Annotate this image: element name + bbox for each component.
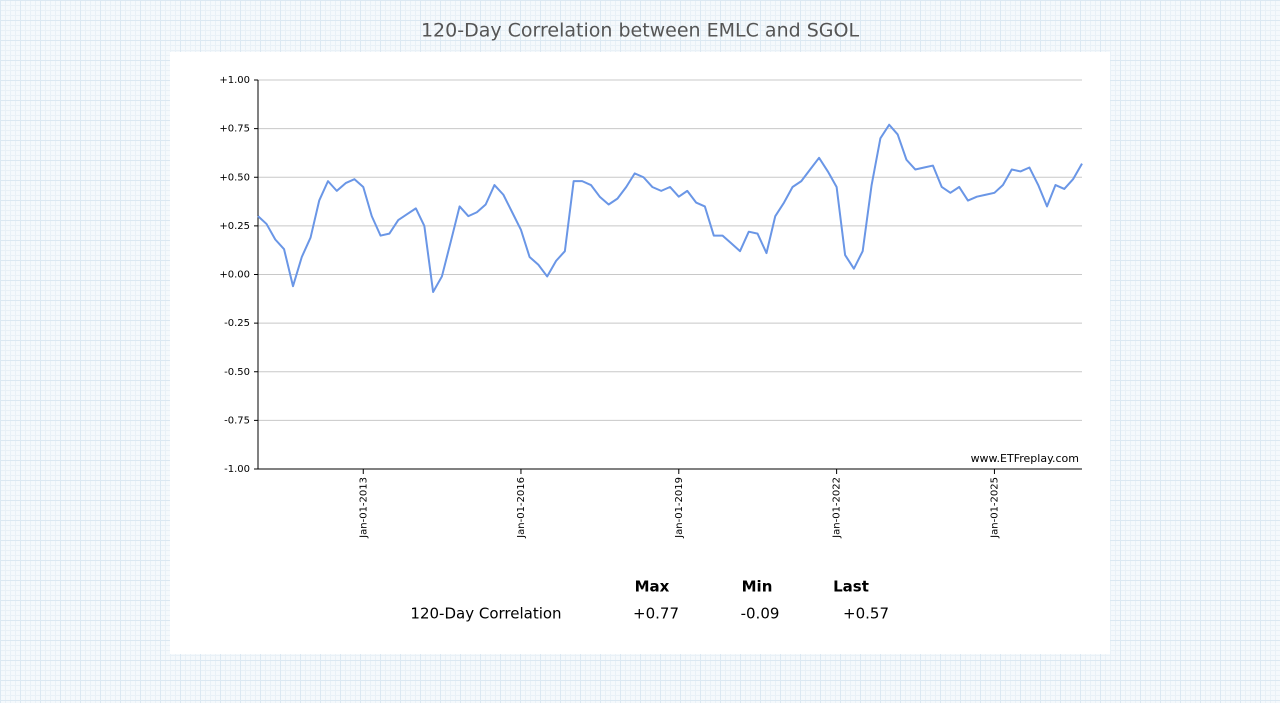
watermark: www.ETFreplay.com (971, 452, 1079, 465)
y-tick-label: +0.50 (219, 172, 250, 183)
stats-value: -0.09 (741, 605, 780, 623)
x-tick-label: Jan-01-2019 (674, 477, 685, 539)
x-tick-label: Jan-01-2025 (989, 477, 1000, 539)
chart-title: 120-Day Correlation between EMLC and SGO… (421, 20, 860, 42)
x-tick-label: Jan-01-2022 (832, 477, 843, 539)
y-tick-label: +0.00 (219, 270, 250, 281)
y-tick-label: -1.00 (224, 464, 250, 475)
x-tick-label: Jan-01-2013 (358, 477, 369, 539)
stats-value: +0.57 (843, 605, 889, 623)
data-line (257, 123, 1083, 293)
stats-header: Last (833, 578, 869, 596)
x-tick-label: Jan-01-2016 (516, 477, 527, 539)
y-tick-label: +1.00 (219, 75, 250, 86)
y-tick-label: +0.25 (219, 221, 250, 232)
stats-header: Min (742, 578, 773, 596)
y-tick-label: -0.25 (224, 318, 250, 329)
stats-row-label: 120-Day Correlation (410, 605, 561, 623)
y-tick-label: -0.75 (224, 415, 250, 426)
y-tick-label: -0.50 (224, 367, 250, 378)
y-tick-label: +0.75 (219, 124, 250, 135)
stats-header: Max (635, 578, 670, 596)
panel (170, 52, 1110, 654)
stats-value: +0.77 (633, 605, 679, 623)
